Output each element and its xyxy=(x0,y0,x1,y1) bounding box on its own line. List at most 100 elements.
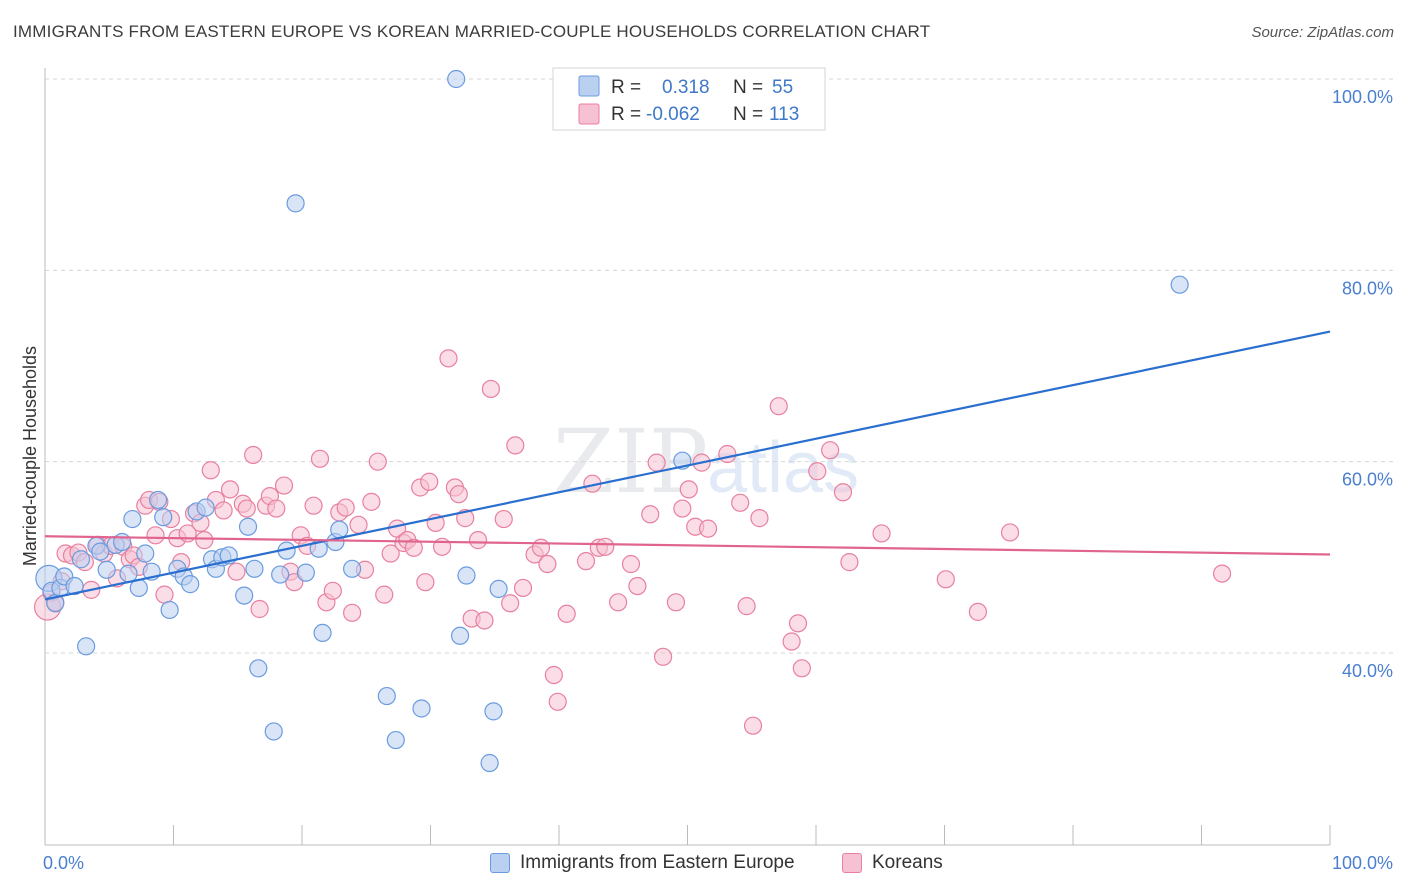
koreans-point xyxy=(679,480,698,499)
koreans-point xyxy=(792,659,811,678)
eastern-europe-point xyxy=(480,753,499,773)
correlation-legend: R = 0.318 N = 55 R = -0.062 N = 113 xyxy=(552,67,826,131)
watermark-atlas: atlas xyxy=(707,428,859,508)
koreans-point xyxy=(323,581,342,600)
y-axis-title: Married-couple Households xyxy=(20,346,40,566)
koreans-point xyxy=(475,611,494,630)
koreans-point xyxy=(244,445,263,465)
eastern-europe-point xyxy=(286,194,305,213)
koreans-point xyxy=(155,585,174,604)
koreans-point xyxy=(220,480,240,499)
koreans-point xyxy=(769,397,788,416)
koreans-point xyxy=(310,449,330,468)
koreans-point xyxy=(538,554,557,574)
eastern-europe-point xyxy=(65,576,84,596)
koreans-point xyxy=(576,552,596,571)
koreans-point xyxy=(368,452,387,471)
koreans-point xyxy=(449,485,468,504)
watermark: ZIP atlas xyxy=(553,410,859,513)
koreans-point xyxy=(404,538,423,557)
eastern-europe-point xyxy=(196,498,215,517)
eastern-europe-point xyxy=(249,659,268,678)
koreans-point xyxy=(456,509,475,528)
legend-label-koreans: Koreans xyxy=(872,852,943,873)
legend-item-koreans[interactable]: Koreans xyxy=(842,852,943,874)
koreans-point xyxy=(788,614,808,633)
koreans-point xyxy=(420,472,439,491)
eastern-europe-point xyxy=(181,575,200,594)
x-tick-label-min: 0.0% xyxy=(43,853,84,873)
koreans-point xyxy=(349,515,368,534)
koreans-point xyxy=(195,531,214,550)
eastern-europe-point xyxy=(136,544,155,563)
koreans-point xyxy=(1000,523,1020,542)
koreans-point xyxy=(653,647,673,666)
eastern-europe-point xyxy=(313,623,332,643)
legend-n-value-1: 55 xyxy=(772,77,793,98)
eastern-europe-point xyxy=(1170,275,1189,294)
source-label: Source: ZipAtlas.com xyxy=(1251,24,1394,41)
koreans-point xyxy=(274,476,294,495)
koreans-point xyxy=(237,499,256,518)
koreans-point xyxy=(628,576,647,596)
koreans-point xyxy=(936,570,955,589)
koreans-point xyxy=(381,544,400,563)
koreans-point xyxy=(439,349,458,368)
eastern-europe-point xyxy=(238,517,258,536)
koreans-point xyxy=(840,553,859,572)
koreans-point xyxy=(250,599,269,619)
eastern-europe-point xyxy=(450,626,470,645)
koreans-point xyxy=(666,593,686,612)
koreans-point xyxy=(501,594,520,613)
koreans-point xyxy=(731,493,750,512)
koreans-point xyxy=(596,537,615,556)
koreans-point xyxy=(718,444,737,464)
eastern-europe-point xyxy=(245,559,264,578)
koreans-point xyxy=(416,573,435,592)
eastern-europe-point xyxy=(160,600,179,620)
koreans-point xyxy=(531,538,551,557)
eastern-europe-point xyxy=(77,637,96,656)
legend-item-eastern-europe[interactable]: Immigrants from Eastern Europe xyxy=(490,852,795,874)
x-axis-ticks xyxy=(44,825,1331,845)
koreans-point xyxy=(641,505,660,524)
eastern-europe-point xyxy=(330,520,349,539)
koreans-point xyxy=(468,531,488,550)
legend-swatch-pink xyxy=(578,103,600,125)
eastern-europe-point xyxy=(91,542,110,561)
eastern-europe-point xyxy=(271,565,290,584)
eastern-europe-point xyxy=(264,722,283,741)
koreans-point xyxy=(833,483,853,502)
koreans-point xyxy=(548,692,567,711)
eastern-europe-point xyxy=(97,560,116,579)
eastern-europe-point xyxy=(484,702,503,721)
koreans-point xyxy=(621,554,641,574)
legend-swatch-blue xyxy=(578,75,600,97)
koreans-point xyxy=(362,492,381,511)
legend-n-value-2: 113 xyxy=(769,104,799,125)
x-tick-label-max: 100.0% xyxy=(1332,853,1393,873)
koreans-point xyxy=(647,453,666,472)
koreans-point xyxy=(737,597,756,616)
eastern-europe-point xyxy=(489,579,508,599)
koreans-point xyxy=(673,499,692,518)
legend-r-value-1: 0.318 xyxy=(662,77,710,98)
koreans-point xyxy=(968,602,988,621)
eastern-europe-point xyxy=(386,730,405,750)
koreans-point xyxy=(494,509,513,529)
koreans-point xyxy=(544,665,563,685)
koreans-point xyxy=(513,578,533,598)
eastern-europe-point xyxy=(377,686,396,706)
eastern-europe-point xyxy=(412,699,431,718)
legend-label-eastern-europe: Immigrants from Eastern Europe xyxy=(520,852,795,873)
y-tick-labels: 40.0% 60.0% 80.0% 100.0% xyxy=(1332,87,1393,681)
eastern-europe-point xyxy=(296,563,315,582)
koreans-point xyxy=(698,519,718,538)
eastern-europe-point xyxy=(154,508,173,527)
eastern-europe-point xyxy=(71,550,91,569)
koreans-point xyxy=(782,632,801,651)
koreans-point xyxy=(375,585,394,604)
koreans-point xyxy=(750,509,769,528)
koreans-point xyxy=(336,498,355,517)
